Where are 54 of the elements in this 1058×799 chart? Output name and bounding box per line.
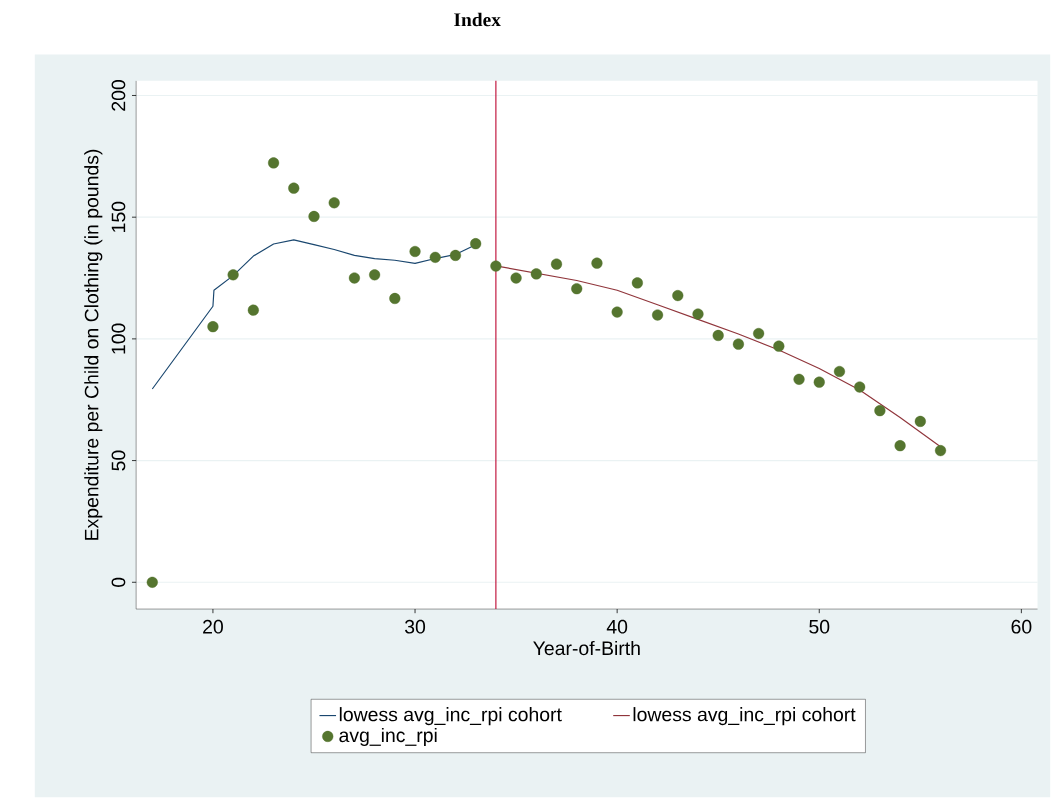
point (914, 415, 926, 427)
point (813, 376, 825, 388)
legend-label: lowess avg_inc_rpi cohort (339, 707, 562, 726)
point (328, 197, 340, 209)
x-tick-label: 40 (606, 619, 628, 634)
point (308, 210, 320, 222)
point (591, 257, 603, 269)
point (550, 258, 563, 270)
x-tick-label: 20 (203, 619, 223, 634)
point (510, 272, 522, 284)
point (631, 277, 643, 289)
point (854, 381, 866, 393)
x-axis-title: Year-of-Birth (533, 640, 640, 656)
legend-label: lowess avg_inc_rpi cohort (633, 707, 856, 726)
point (288, 182, 300, 194)
x-tick-label: 30 (404, 619, 426, 634)
point (874, 405, 886, 417)
y-tick-label: 100 (111, 323, 126, 354)
legend-label: avg_inc_rpi (339, 727, 437, 747)
point (611, 306, 623, 318)
point (672, 289, 684, 302)
x-tick-label: 60 (1011, 619, 1032, 634)
y-tick-label: 150 (111, 201, 126, 232)
point (490, 260, 502, 272)
point (389, 292, 401, 304)
point (571, 283, 583, 295)
point (470, 238, 482, 250)
point (429, 251, 441, 263)
point (773, 340, 785, 352)
point (227, 269, 239, 281)
y-tick-label: 50 (111, 450, 126, 471)
y-tick-label: 200 (111, 80, 126, 111)
x-tick-label: 50 (809, 619, 830, 634)
point (369, 269, 381, 281)
point (692, 308, 704, 320)
y-tick-label: 0 (111, 577, 126, 587)
point (146, 576, 158, 588)
point (268, 157, 280, 169)
point (207, 321, 219, 333)
point (348, 272, 360, 284)
point (530, 268, 542, 280)
point (712, 329, 724, 341)
point (409, 245, 421, 258)
point (652, 309, 664, 321)
point (833, 365, 846, 378)
point (449, 249, 462, 261)
point (934, 445, 947, 457)
point (753, 327, 765, 340)
point (793, 373, 805, 385)
chart-title: Index (454, 12, 501, 27)
y-axis-title: Expenditure per Child on Clothing (in pounds) (84, 149, 103, 540)
point (894, 440, 906, 452)
point (732, 338, 744, 350)
point (247, 304, 259, 316)
